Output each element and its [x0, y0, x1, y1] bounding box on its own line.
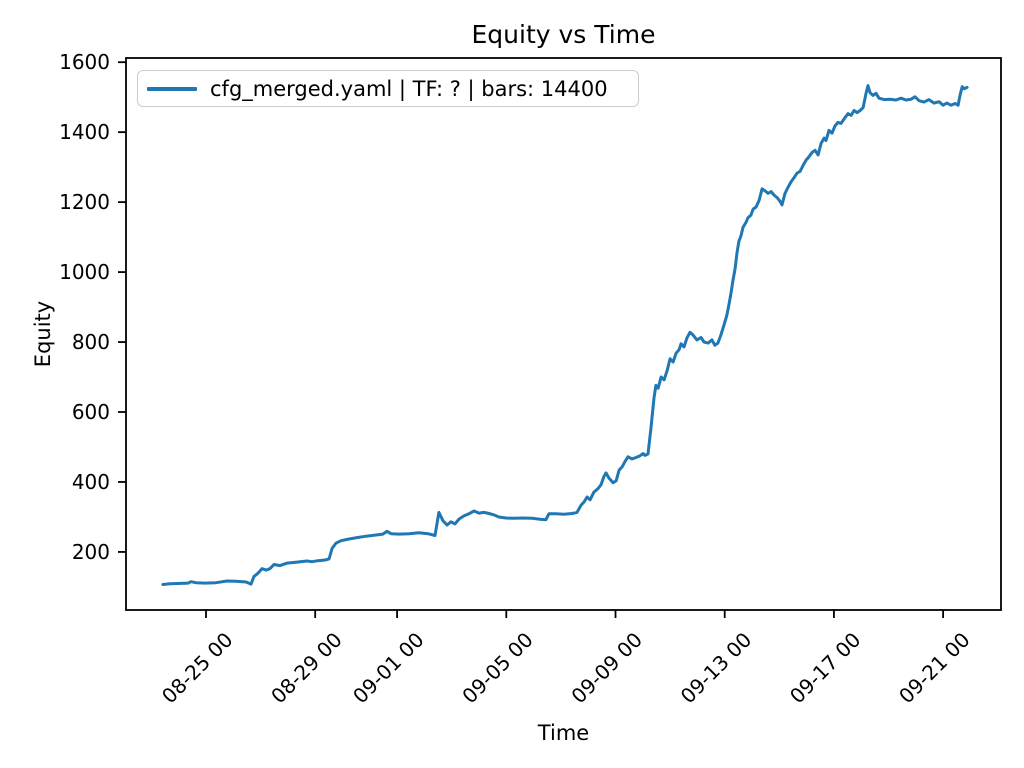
- y-tick-label: 800: [72, 330, 110, 354]
- x-tick-label: 09-05 00: [457, 628, 538, 709]
- chart-title: Equity vs Time: [471, 20, 656, 49]
- x-tick-label: 08-25 00: [157, 628, 238, 709]
- y-tick-label: 200: [72, 540, 110, 564]
- x-tick-label: 09-13 00: [676, 628, 757, 709]
- y-axis-label: Equity: [31, 300, 55, 368]
- x-tick-label: 08-29 00: [266, 628, 347, 709]
- legend: cfg_merged.yaml | TF: ? | bars: 14400: [137, 70, 639, 107]
- y-tick-label: 1600: [59, 50, 110, 74]
- legend-line-sample-icon: [147, 86, 197, 91]
- x-tick-label: 09-17 00: [785, 628, 866, 709]
- x-tick-label: 09-21 00: [894, 628, 975, 709]
- y-tick-label: 1000: [59, 260, 110, 284]
- y-tick-label: 1400: [59, 120, 110, 144]
- y-tick-label: 1200: [59, 190, 110, 214]
- plot-border: [125, 57, 1002, 611]
- equity-line: [161, 84, 969, 586]
- y-tick-label: 600: [72, 400, 110, 424]
- x-tick-label: 09-09 00: [566, 628, 647, 709]
- legend-entry-label: cfg_merged.yaml | TF: ? | bars: 14400: [210, 76, 608, 101]
- y-tick-label: 400: [72, 470, 110, 494]
- x-axis-label: Time: [537, 721, 590, 745]
- x-tick-label: 09-01 00: [348, 628, 429, 709]
